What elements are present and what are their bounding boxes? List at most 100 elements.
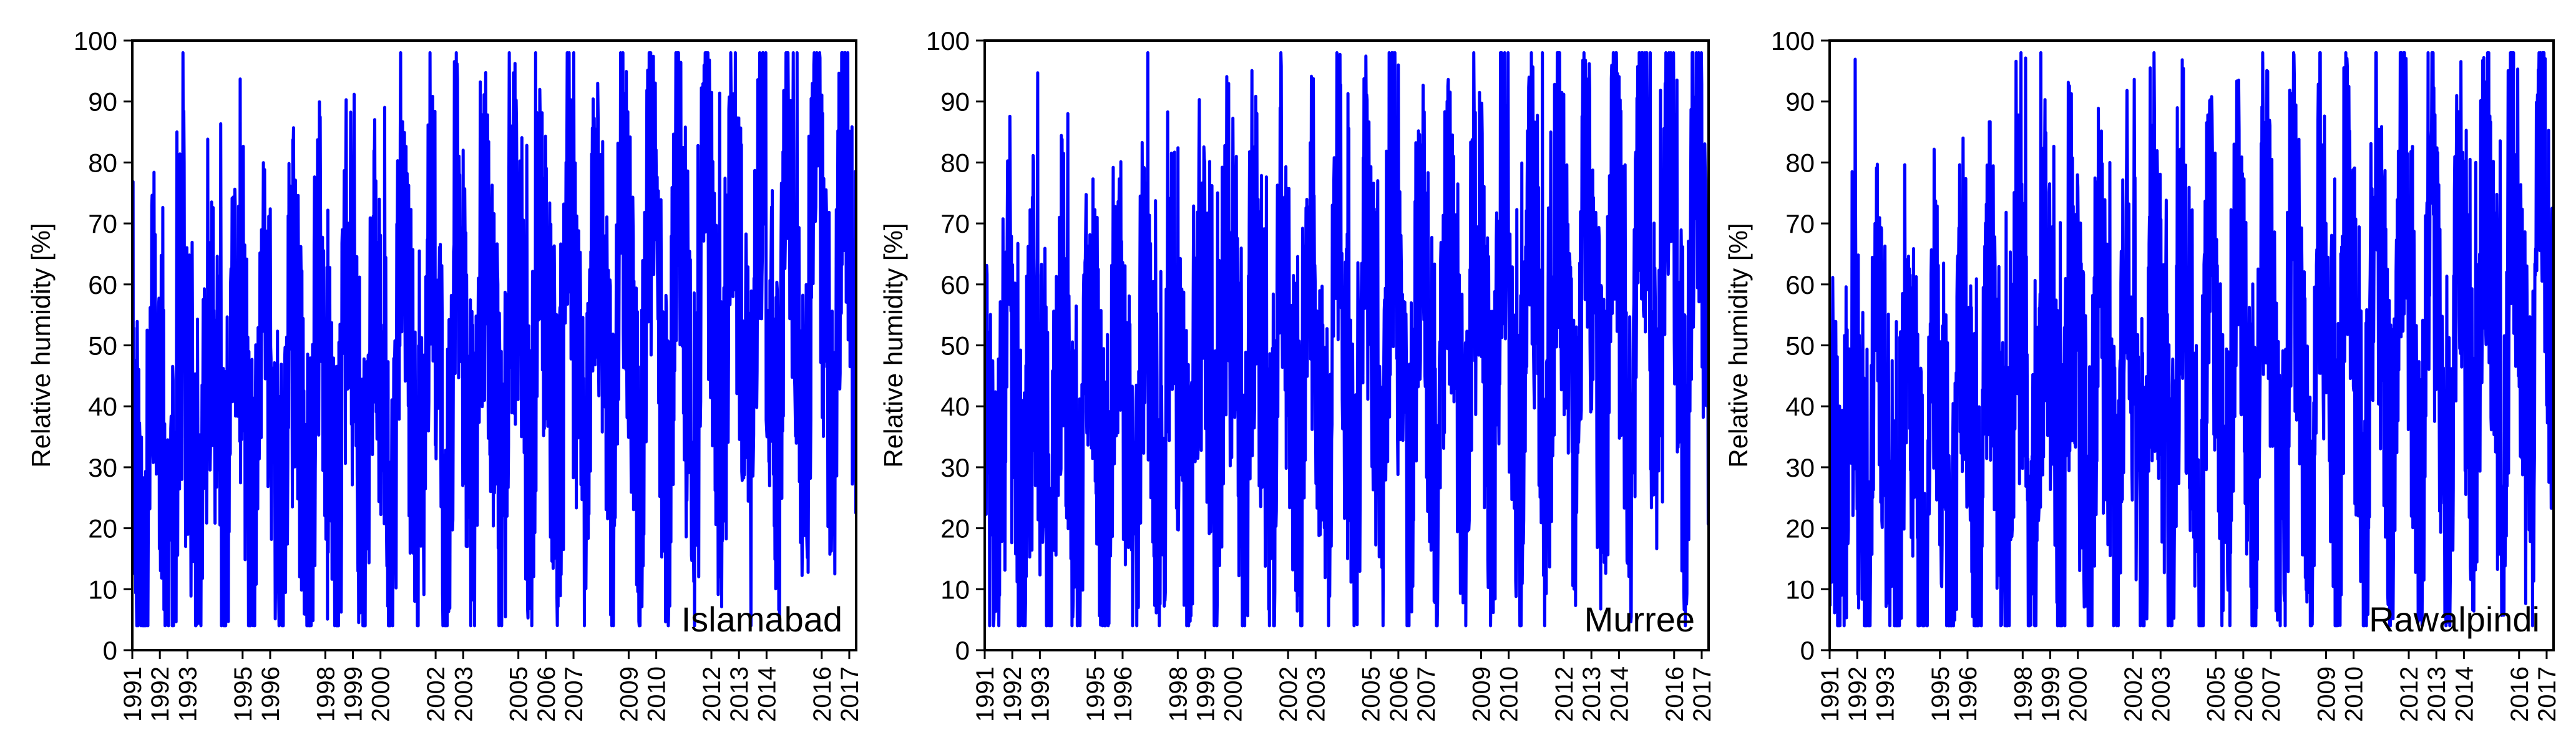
y-tick-label: 10 — [940, 575, 970, 604]
y-tick-label: 20 — [1785, 514, 1815, 543]
y-tick-label: 30 — [1785, 453, 1815, 482]
x-tick-label: 2010 — [1496, 666, 1523, 722]
x-tick-label: 1993 — [174, 666, 202, 722]
x-tick-label: 1991 — [1817, 666, 1844, 722]
x-tick-label: 1995 — [230, 666, 257, 722]
y-tick-label: 60 — [88, 270, 117, 300]
y-tick-label: 90 — [940, 87, 970, 117]
y-tick-label: 0 — [103, 636, 117, 665]
station-label: Murree — [1584, 600, 1695, 639]
y-tick-label: 100 — [1771, 26, 1815, 56]
y-tick-label: 100 — [74, 26, 117, 56]
y-tick-label: 10 — [1785, 575, 1815, 604]
y-tick-label: 90 — [1785, 87, 1815, 117]
y-tick-label: 80 — [1785, 148, 1815, 177]
x-tick-label: 2006 — [1385, 666, 1413, 722]
x-tick-label: 2010 — [2341, 666, 2368, 722]
x-tick-label: 1992 — [1844, 666, 1871, 722]
y-tick-label: 50 — [88, 331, 117, 361]
x-tick-label: 2013 — [1578, 666, 1606, 722]
y-axis-label: Relative humidity [%] — [879, 223, 908, 467]
y-tick-label: 60 — [1785, 270, 1815, 300]
y-tick-label: 80 — [88, 148, 117, 177]
x-tick-label: 1999 — [340, 666, 368, 722]
x-tick-label: 1995 — [1082, 666, 1110, 722]
x-tick-label: 1998 — [312, 666, 339, 722]
x-tick-label: 2016 — [2506, 666, 2534, 722]
y-tick-label: 0 — [1800, 636, 1815, 665]
x-tick-label: 2013 — [726, 666, 753, 722]
y-tick-label: 40 — [88, 392, 117, 421]
y-tick-label: 10 — [88, 575, 117, 604]
x-tick-label: 2002 — [422, 666, 450, 722]
y-tick-label: 50 — [940, 331, 970, 361]
x-tick-label: 1999 — [2037, 666, 2065, 722]
x-tick-label: 2013 — [2423, 666, 2451, 722]
x-tick-label: 2002 — [1275, 666, 1302, 722]
x-tick-label: 1996 — [257, 666, 285, 722]
x-tick-label: 1992 — [147, 666, 174, 722]
y-tick-label: 90 — [88, 87, 117, 117]
x-tick-label: 2003 — [2147, 666, 2175, 722]
x-tick-label: 1998 — [1164, 666, 1192, 722]
x-tick-label: 2009 — [615, 666, 643, 722]
y-tick-label: 60 — [940, 270, 970, 300]
x-tick-label: 1991 — [972, 666, 999, 722]
x-tick-label: 2005 — [505, 666, 533, 722]
x-tick-label: 2009 — [1468, 666, 1495, 722]
x-tick-label: 2006 — [2230, 666, 2258, 722]
x-tick-label: 2007 — [560, 666, 588, 722]
x-tick-label: 2014 — [753, 666, 781, 722]
x-tick-label: 2012 — [2396, 666, 2423, 722]
y-tick-label: 0 — [955, 636, 970, 665]
station-label: Islamabad — [681, 600, 842, 639]
y-tick-label: 20 — [88, 514, 117, 543]
x-tick-label: 2016 — [1661, 666, 1689, 722]
humidity-series-line — [985, 51, 1709, 628]
y-tick-label: 20 — [940, 514, 970, 543]
x-tick-label: 2009 — [2313, 666, 2340, 722]
x-tick-label: 1992 — [999, 666, 1027, 722]
x-tick-label: 2017 — [2534, 666, 2561, 722]
x-tick-label: 1991 — [119, 666, 147, 722]
x-tick-label: 2005 — [1358, 666, 1385, 722]
x-tick-label: 2016 — [809, 666, 836, 722]
x-tick-label: 1998 — [2009, 666, 2037, 722]
x-tick-label: 2002 — [2120, 666, 2147, 722]
x-tick-label: 2003 — [450, 666, 477, 722]
y-tick-label: 80 — [940, 148, 970, 177]
y-tick-label: 30 — [940, 453, 970, 482]
x-tick-label: 1993 — [1871, 666, 1899, 722]
y-tick-label: 50 — [1785, 331, 1815, 361]
y-axis-label: Relative humidity [%] — [26, 223, 56, 467]
y-tick-label: 70 — [88, 209, 117, 238]
x-tick-label: 2000 — [2065, 666, 2092, 722]
x-tick-label: 2007 — [2258, 666, 2285, 722]
x-tick-label: 2006 — [533, 666, 560, 722]
station-label: Rawalpindi — [2369, 600, 2540, 639]
x-tick-label: 2000 — [368, 666, 395, 722]
humidity-series-line — [1830, 51, 2554, 628]
x-tick-label: 2007 — [1413, 666, 1440, 722]
x-tick-label: 2017 — [1689, 666, 1716, 722]
x-tick-label: 2005 — [2203, 666, 2230, 722]
humidity-series-line — [132, 51, 856, 628]
x-tick-label: 2010 — [643, 666, 671, 722]
x-tick-label: 1999 — [1193, 666, 1220, 722]
x-tick-label: 2012 — [1551, 666, 1578, 722]
y-tick-label: 40 — [940, 392, 970, 421]
x-tick-label: 2003 — [1302, 666, 1330, 722]
x-tick-label: 2017 — [836, 666, 864, 722]
y-tick-label: 100 — [926, 26, 970, 56]
x-tick-label: 2014 — [1606, 666, 1633, 722]
y-axis-label: Relative humidity [%] — [1724, 223, 1753, 467]
x-tick-label: 1996 — [1954, 666, 1982, 722]
x-tick-label: 1996 — [1110, 666, 1137, 722]
x-tick-label: 1995 — [1927, 666, 1954, 722]
x-tick-label: 2000 — [1220, 666, 1247, 722]
y-tick-label: 30 — [88, 453, 117, 482]
